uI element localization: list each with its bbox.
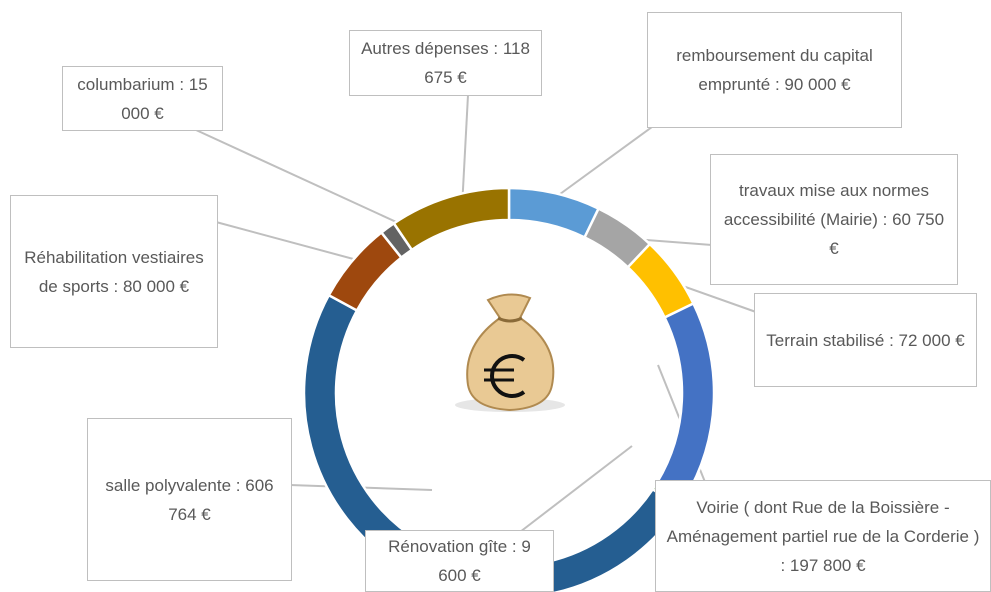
donut-ring	[302, 186, 716, 592]
data-label-box: remboursement du capital emprunté : 90 0…	[647, 12, 902, 128]
category-label: Voirie ( dont Rue de la Boissière - Amén…	[666, 497, 980, 575]
data-label-box: Rénovation gîte : 9 600 €	[365, 530, 554, 592]
value-label: 80 000 €	[122, 276, 190, 296]
data-label-box: columbarium : 15 000 €	[62, 66, 223, 131]
data-label: travaux mise aux normes accessibilité (M…	[719, 176, 949, 263]
money-bag-icon	[455, 293, 565, 412]
data-label-box: travaux mise aux normes accessibilité (M…	[710, 154, 958, 285]
value-label: 15 000 €	[121, 74, 208, 123]
leader-line	[195, 129, 406, 227]
leader-line	[519, 445, 633, 533]
value-label: 606 764 €	[168, 475, 274, 524]
category-label: remboursement du capital emprunté :	[676, 46, 873, 94]
data-label: remboursement du capital emprunté : 90 0…	[656, 41, 893, 99]
category-label: Réhabilitation vestiaires de sports :	[24, 247, 204, 296]
value-label: 60 750 €	[829, 210, 945, 258]
data-label-box: Autres dépenses : 118 675 €	[349, 30, 542, 96]
category-label: salle polyvalente :	[105, 475, 241, 495]
leader-line	[544, 126, 653, 206]
data-label: Réhabilitation vestiaires de sports : 80…	[19, 243, 209, 301]
data-label: columbarium : 15 000 €	[71, 70, 214, 128]
value-label: 72 000 €	[898, 330, 965, 350]
data-label-box: Terrain stabilisé : 72 000 €	[754, 293, 977, 387]
data-label: Terrain stabilisé : 72 000 €	[766, 326, 964, 355]
data-label: Autres dépenses : 118 675 €	[358, 34, 533, 92]
donut-segment	[655, 301, 716, 501]
value-label: 9 600 €	[438, 537, 531, 585]
value-label: 197 800 €	[789, 555, 866, 575]
data-label: Rénovation gîte : 9 600 €	[374, 532, 545, 590]
donut-segment	[392, 186, 511, 252]
data-label-box: Voirie ( dont Rue de la Boissière - Amén…	[655, 480, 991, 592]
donut-segment	[507, 186, 601, 240]
leader-line	[215, 221, 373, 265]
data-label: Voirie ( dont Rue de la Boissière - Amén…	[664, 493, 982, 580]
category-label: Rénovation gîte :	[388, 537, 517, 556]
category-label: travaux mise aux normes accessibilité (M…	[723, 181, 929, 229]
category-label: columbarium :	[77, 74, 185, 94]
data-label-box: salle polyvalente : 606 764 €	[87, 418, 292, 581]
value-label: 118 675 €	[424, 39, 530, 87]
data-label: salle polyvalente : 606 764 €	[96, 471, 283, 529]
category-label: Autres dépenses :	[361, 39, 499, 58]
leader-line	[461, 94, 469, 209]
category-label: Terrain stabilisé :	[766, 330, 894, 350]
data-label-box: Réhabilitation vestiaires de sports : 80…	[10, 195, 218, 348]
value-label: 90 000 €	[784, 75, 851, 94]
